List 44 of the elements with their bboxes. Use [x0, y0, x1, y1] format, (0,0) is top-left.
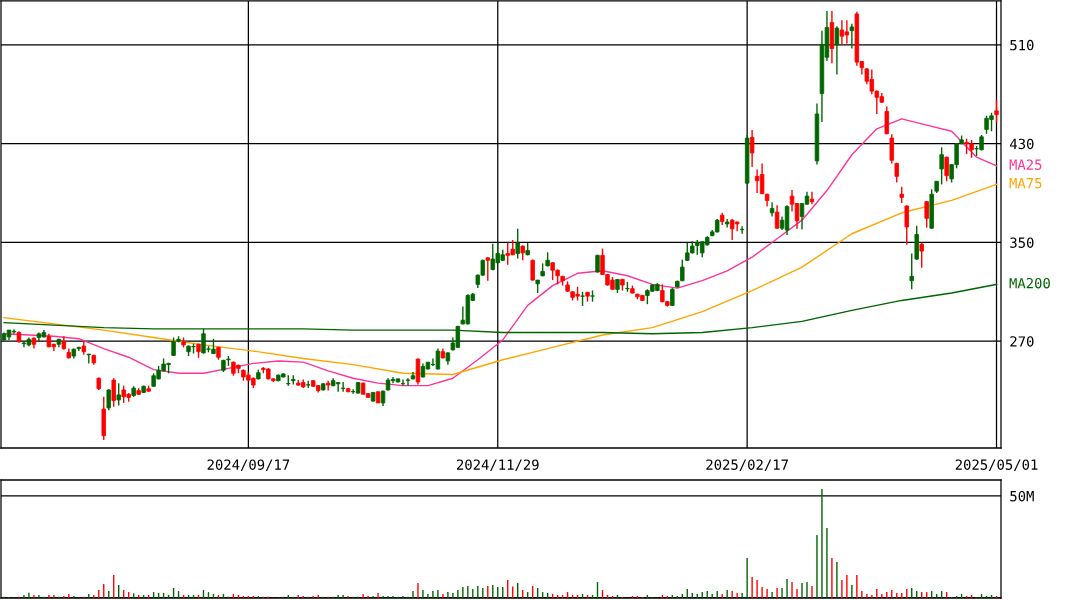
candlestick	[839, 19, 845, 46]
candlestick	[759, 162, 765, 195]
candlestick	[889, 133, 894, 165]
candlestick	[11, 328, 17, 335]
candlestick	[340, 381, 346, 393]
x-tick-label: 2025/02/17	[706, 459, 788, 472]
candlestick	[994, 99, 999, 124]
candlestick	[884, 105, 889, 136]
candlestick	[400, 378, 406, 387]
candlestick	[405, 377, 411, 387]
y-tick-label: 350	[1010, 237, 1034, 248]
candlestick	[485, 256, 490, 282]
candlestick	[909, 252, 914, 291]
candlestick	[116, 382, 121, 407]
candlestick	[924, 200, 929, 229]
candlestick	[904, 204, 909, 246]
series-label: MA75	[1009, 178, 1042, 189]
candlestick	[749, 129, 755, 168]
candlestick	[106, 388, 111, 412]
y-tick-label: 50M	[1010, 490, 1034, 502]
candlestick	[739, 225, 745, 235]
candlestick	[774, 204, 780, 230]
candlestick	[335, 381, 341, 393]
x-tick-label: 2024/11/29	[456, 459, 539, 472]
candlestick	[415, 357, 421, 386]
y-tick-label: 270	[1010, 336, 1034, 347]
series-label: MA200	[1009, 277, 1050, 289]
y-tick-label: 510	[1010, 39, 1034, 51]
x-tick-label: 2025/05/01	[955, 459, 1038, 472]
candlestick	[939, 146, 944, 186]
line-series	[3, 183, 998, 376]
x-tick-label: 2024/09/17	[207, 459, 290, 472]
candlestick	[834, 25, 840, 76]
candlestick	[849, 23, 855, 50]
candlestick	[784, 204, 790, 236]
candlestick	[111, 377, 116, 408]
line-series	[3, 118, 998, 387]
candlestick	[919, 241, 924, 269]
candlestick	[769, 201, 775, 218]
y-tick-label: 430	[1010, 138, 1034, 150]
candlestick	[515, 228, 520, 260]
series-label: MA25	[1009, 159, 1042, 170]
candlestick	[944, 155, 949, 182]
candlestick	[325, 380, 331, 392]
